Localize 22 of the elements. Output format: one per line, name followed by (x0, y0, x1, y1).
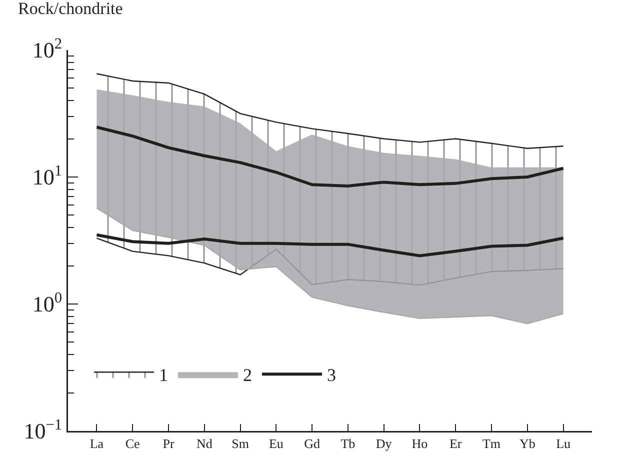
y-tick-label: 10$^{2}$ (32, 35, 62, 63)
x-tick-label: Ce (125, 436, 140, 452)
y-axis-title: Rock/chondrite (18, 0, 123, 18)
legend-label: 3 (326, 365, 336, 386)
x-tick-label: Ho (412, 436, 428, 452)
x-tick-label: La (90, 436, 104, 452)
x-tick-label: Gd (304, 436, 320, 452)
x-tick-label: Yb (519, 436, 536, 452)
x-tick-label: Nd (196, 436, 213, 452)
y-tick-label: 10$^{0}$ (32, 289, 62, 317)
x-tick-label: Dy (376, 436, 392, 452)
legend-label: 1 (158, 365, 168, 386)
y-tick-label: 10$^{1}$ (32, 162, 62, 190)
x-tick-label: Tb (340, 436, 356, 452)
x-tick-label: Sm (232, 436, 249, 452)
y-tick-label: 10$^{−1}$ (24, 416, 62, 444)
x-tick-label: Tm (482, 436, 501, 452)
x-tick-label: Er (449, 436, 462, 452)
x-tick-label: Eu (268, 436, 284, 452)
x-tick-label: Lu (556, 436, 572, 452)
legend-label: 2 (242, 365, 252, 386)
x-tick-label: Pr (162, 436, 175, 452)
